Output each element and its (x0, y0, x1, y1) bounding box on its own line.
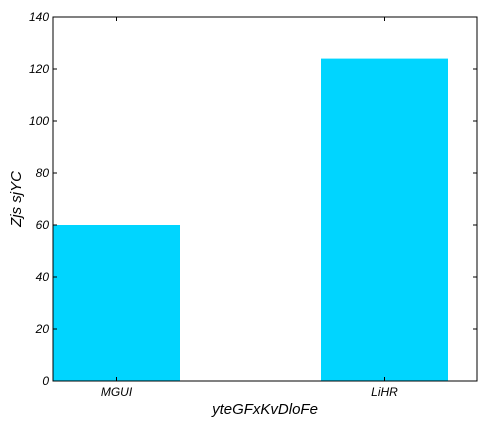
y-tick-label: 20 (35, 322, 50, 336)
plot-frame (52, 16, 478, 382)
bar-lihr (321, 58, 448, 381)
y-tick-label: 80 (36, 166, 50, 180)
y-tick-label: 100 (29, 114, 49, 128)
bars-layer (53, 58, 448, 381)
y-tick-label: 60 (36, 218, 50, 232)
y-axis-title: Zjs sjYC (8, 171, 25, 228)
ticks-layer: MGUI LiHR 0 20 40 60 80 100 120 140 (29, 10, 477, 399)
x-tick-label: MGUI (101, 385, 133, 399)
y-tick-label: 40 (36, 270, 50, 284)
bar-mgui (53, 225, 180, 381)
y-tick-label: 140 (29, 10, 49, 24)
x-tick-label: LiHR (371, 385, 398, 399)
y-tick-label: 0 (42, 374, 49, 388)
y-tick-label: 120 (29, 62, 49, 76)
x-axis-title: yteGFxKvDloFe (211, 401, 318, 418)
